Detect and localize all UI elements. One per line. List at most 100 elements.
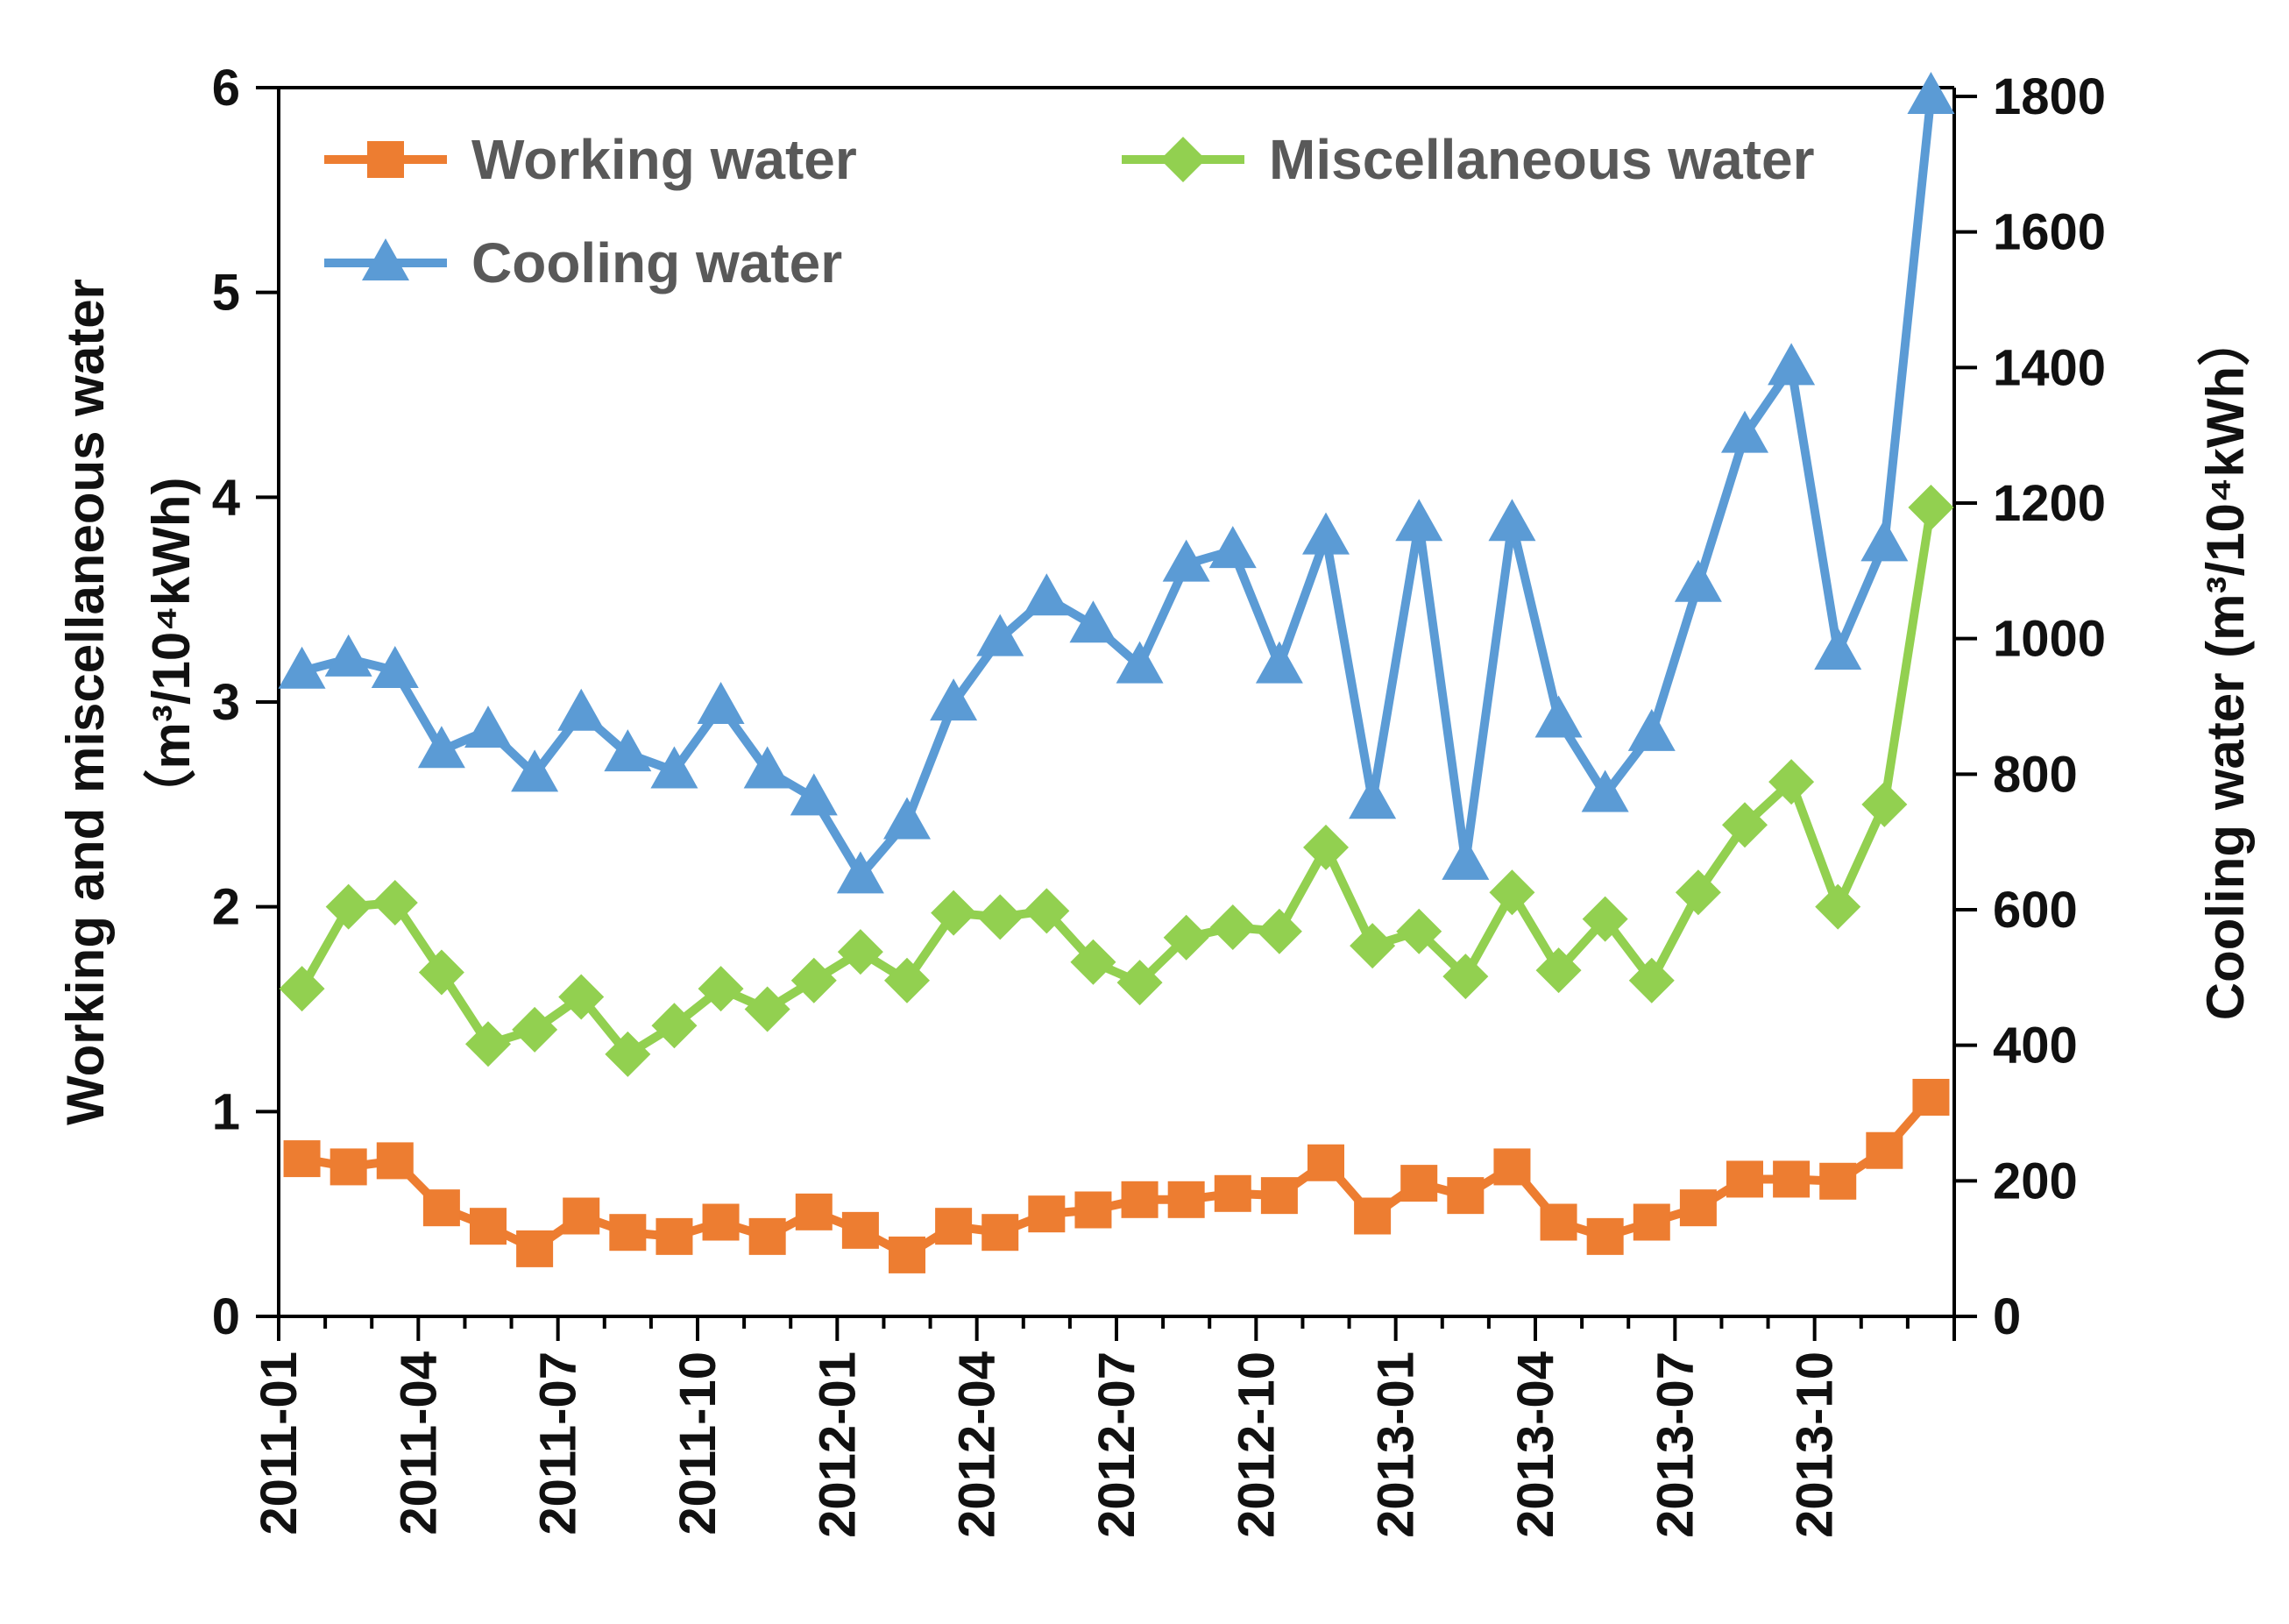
data-point	[516, 1230, 554, 1267]
left-y-axis-title: Working and miscellaneous water	[56, 279, 115, 1125]
data-point	[1814, 628, 1862, 670]
data-point	[1255, 641, 1303, 684]
data-point	[1256, 908, 1302, 954]
right-y-tick-label: 1600	[1993, 204, 2106, 261]
data-point	[283, 1140, 321, 1178]
data-point	[1912, 1078, 1950, 1116]
right-y-tick-label: 1000	[1993, 611, 2106, 668]
data-point	[836, 851, 884, 894]
legend-marker	[362, 238, 409, 280]
x-tick-label: 2013-01	[1368, 1351, 1425, 1538]
data-point	[604, 729, 652, 772]
data-point	[1534, 695, 1583, 738]
left-y-tick-label: 0	[212, 1288, 240, 1345]
data-point	[1768, 343, 1816, 386]
data-point	[1768, 759, 1815, 805]
data-point	[1395, 499, 1443, 542]
right-y-axis-title: Cooling water (m³/10⁴kWh）	[2196, 314, 2255, 1020]
data-point	[1581, 769, 1629, 812]
left-y-tick-label: 2	[212, 879, 240, 936]
legend-marker	[1160, 137, 1206, 182]
data-point	[422, 1189, 460, 1227]
data-point	[324, 634, 372, 677]
data-point	[1167, 1181, 1205, 1218]
legend: Working water Miscellaneous water Cooling …	[324, 128, 1814, 294]
data-point	[418, 949, 464, 996]
data-point	[330, 1148, 367, 1186]
data-point	[1860, 519, 1909, 562]
data-point	[1209, 904, 1256, 951]
data-point	[512, 1006, 558, 1053]
data-point	[465, 1021, 511, 1067]
data-point	[795, 1193, 833, 1230]
x-tick-label: 2011-01	[251, 1351, 308, 1535]
data-point	[371, 646, 419, 689]
data-point	[1396, 908, 1442, 954]
data-point	[884, 957, 930, 1003]
data-point	[1489, 869, 1535, 916]
data-point	[935, 1208, 973, 1245]
data-point	[1679, 1189, 1717, 1227]
data-point	[1349, 777, 1397, 819]
data-point	[790, 773, 838, 816]
data-point	[650, 746, 698, 789]
data-point	[1586, 1217, 1624, 1255]
data-point	[1675, 869, 1721, 916]
data-point	[1627, 708, 1676, 751]
data-point	[1116, 641, 1164, 684]
data-point	[470, 1208, 507, 1245]
right-y-tick-label: 800	[1993, 746, 2078, 803]
data-point	[656, 1217, 693, 1255]
data-point	[744, 986, 790, 1032]
data-point	[1633, 1203, 1670, 1241]
data-point	[417, 726, 465, 769]
legend-label: Miscellaneous water	[1269, 128, 1814, 191]
data-point	[557, 688, 606, 731]
data-point	[1260, 1177, 1298, 1215]
data-point	[889, 1236, 925, 1273]
data-point	[1303, 824, 1349, 870]
data-point	[1488, 499, 1536, 542]
data-point	[1540, 1203, 1577, 1241]
data-point	[1721, 410, 1768, 453]
data-point	[1208, 526, 1257, 569]
series-group	[278, 72, 1955, 1273]
right-y-tick-label: 400	[1993, 1018, 2078, 1074]
data-point	[1074, 1191, 1112, 1229]
data-point	[1307, 1144, 1344, 1181]
series-line	[301, 96, 1936, 881]
legend-item: Miscellaneous water	[1122, 128, 1814, 191]
data-point	[1028, 1195, 1066, 1233]
data-point	[837, 929, 883, 975]
series-working-water	[283, 1078, 1950, 1273]
data-point	[1674, 559, 1722, 602]
data-point	[1535, 947, 1582, 994]
data-point	[1866, 1131, 1903, 1169]
left-y-tick-label: 6	[212, 60, 240, 117]
data-point	[279, 966, 325, 1012]
data-point	[1024, 888, 1070, 934]
left-y-tick-label: 5	[212, 265, 240, 322]
data-point	[1121, 1181, 1159, 1218]
data-point	[464, 706, 512, 748]
data-point	[1582, 896, 1628, 942]
data-point	[1815, 883, 1861, 930]
x-tick-label: 2013-04	[1507, 1351, 1564, 1538]
data-point	[1819, 1162, 1857, 1200]
data-point	[1350, 923, 1396, 969]
data-point	[1493, 1148, 1531, 1186]
left-y-tick-label: 1	[212, 1083, 240, 1140]
data-point	[605, 1031, 651, 1077]
data-point	[977, 894, 1024, 940]
right-y-tick-label: 200	[1993, 1152, 2078, 1209]
data-point	[1726, 1160, 1763, 1198]
series-cooling-water	[278, 72, 1955, 894]
data-point	[563, 1197, 600, 1235]
data-point	[931, 890, 977, 936]
right-y-tick-label: 0	[1993, 1288, 2021, 1345]
data-point	[1023, 573, 1071, 616]
left-y-axis-title-units: （m³/10⁴kWh)	[142, 477, 201, 821]
data-point	[702, 1203, 740, 1241]
series-miscellaneous-water	[279, 485, 1954, 1077]
